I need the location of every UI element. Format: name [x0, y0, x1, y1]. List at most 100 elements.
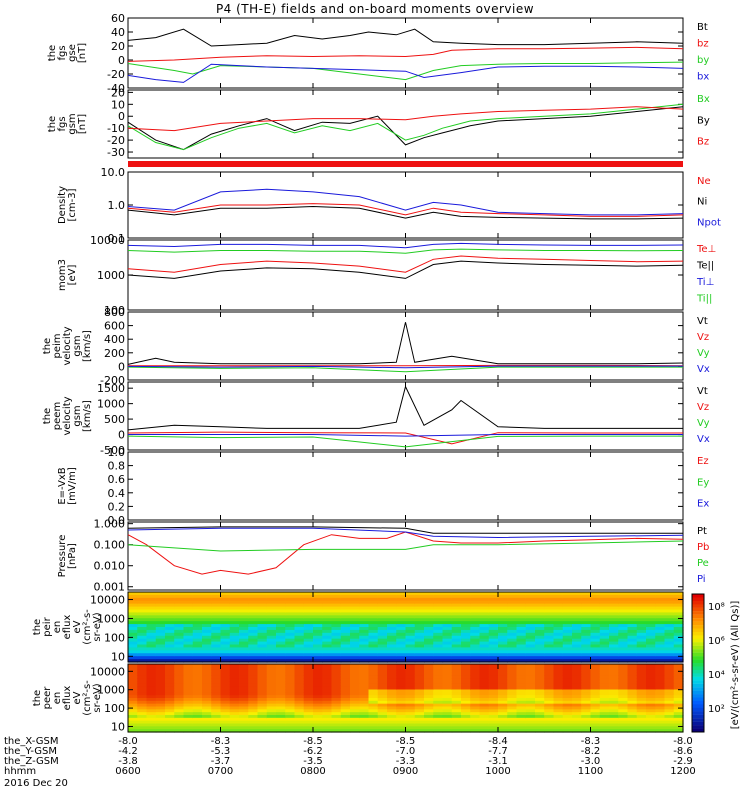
spectrogram-cell — [590, 683, 601, 688]
spectrogram-cell — [627, 656, 638, 660]
spectrogram-cell — [581, 609, 592, 614]
spectrogram-cell — [276, 669, 286, 674]
spectrogram-cell — [313, 621, 323, 625]
spectrogram-cell — [442, 621, 453, 625]
spectrogram-cell — [498, 638, 508, 643]
y-axis-label: en — [52, 621, 63, 634]
spectrogram-cell — [535, 698, 545, 702]
spectrogram-cell — [599, 650, 610, 654]
spectrogram-cell — [294, 609, 305, 614]
spectrogram-cell — [229, 647, 240, 651]
spectrogram-cell — [303, 606, 314, 611]
spectrogram-cell — [461, 597, 471, 602]
spectrogram-cell — [174, 627, 185, 631]
spectrogram-cell — [202, 644, 212, 649]
spectrogram-cell — [572, 692, 582, 696]
spectrogram-cell — [618, 689, 629, 693]
spectrogram-cell — [636, 706, 647, 710]
time-axis-value: -2.9 — [673, 756, 693, 767]
spectrogram-cell — [192, 717, 203, 722]
spectrogram-cell — [183, 641, 194, 646]
time-axis-value: 1000 — [485, 766, 510, 777]
spectrogram-cell — [137, 612, 148, 616]
time-axis-value: -8.3 — [581, 736, 601, 747]
spectrogram-cell — [433, 695, 444, 699]
spectrogram-cell — [451, 712, 462, 716]
spectrogram-cell — [609, 650, 619, 654]
spectrogram-cell — [350, 612, 360, 616]
spectrogram-cell — [350, 712, 360, 716]
spectrogram-cell — [590, 729, 601, 733]
spectrogram-cell — [294, 603, 305, 608]
spectrogram-cell — [488, 729, 499, 733]
spectrogram-cell — [276, 675, 286, 679]
spectrogram-cell — [276, 612, 286, 616]
spectrogram-cell — [303, 712, 314, 716]
spectrogram-cell — [322, 703, 333, 708]
spectrogram-cell — [590, 627, 601, 631]
spectrogram-cell — [581, 606, 592, 611]
spectrogram-cell — [294, 650, 305, 654]
spectrogram-cell — [220, 712, 231, 716]
spectrogram-cell — [322, 597, 333, 602]
spectrogram-cell — [183, 726, 194, 730]
spectrogram-cell — [673, 627, 684, 631]
spectrogram-cell — [525, 689, 536, 693]
spectrogram-cell — [359, 669, 370, 674]
spectrogram-cell — [451, 703, 462, 708]
spectrogram-cell — [618, 675, 629, 679]
spectrogram-cell — [377, 706, 388, 710]
spectrogram-cell — [599, 709, 610, 713]
spectrogram-cell — [340, 703, 351, 708]
spectrogram-cell — [433, 632, 444, 637]
spectrogram-cell — [553, 653, 564, 657]
spectrogram-cell — [488, 686, 499, 691]
legend-entry: By — [697, 115, 710, 126]
spectrogram-cell — [211, 644, 222, 649]
spectrogram-cell — [257, 709, 268, 713]
y-tick-label: -500 — [100, 444, 125, 457]
spectrogram-cell — [516, 706, 527, 710]
spectrogram-cell — [359, 675, 370, 679]
spectrogram-cell — [572, 603, 582, 608]
spectrogram-cell — [285, 624, 296, 628]
spectrogram-cell — [507, 594, 518, 599]
spectrogram-cell — [331, 683, 342, 688]
spectrogram-cell — [535, 715, 545, 719]
spectrogram-cell — [673, 698, 684, 702]
spectrogram-cell — [646, 723, 656, 727]
spectrogram-cell — [442, 683, 453, 688]
spectrogram-cell — [590, 686, 601, 691]
spectrogram-cell — [461, 653, 471, 657]
spectrogram-cell — [414, 656, 425, 660]
spectrogram-cell — [498, 609, 508, 614]
spectrogram-cell — [405, 597, 416, 602]
spectrogram-cell — [405, 709, 416, 713]
spectrogram-cell — [618, 709, 629, 713]
spectrogram-cell — [285, 666, 296, 671]
spectrogram-cell — [220, 612, 231, 616]
spectrogram-cell — [451, 600, 462, 605]
spectrogram-cell — [174, 618, 185, 622]
y-tick-label: -20 — [107, 134, 125, 147]
spectrogram-cell — [276, 717, 286, 722]
spectrogram-cell — [498, 635, 508, 640]
spectrogram-cell — [479, 612, 490, 616]
spectrogram-cell — [137, 669, 148, 674]
spectrogram-cell — [498, 686, 508, 691]
spectrogram-cell — [396, 621, 407, 625]
spectrogram-cell — [313, 712, 323, 716]
spectrogram-cell — [377, 618, 388, 622]
spectrogram-cell — [285, 681, 296, 685]
spectrogram-cell — [488, 664, 499, 668]
spectrogram-cell — [377, 723, 388, 727]
spectrogram-cell — [461, 618, 471, 622]
spectrogram-cell — [285, 635, 296, 640]
spectrogram-cell — [572, 621, 582, 625]
spectrogram-cell — [257, 629, 268, 634]
spectrogram-cell — [535, 644, 545, 649]
spectrogram-cell — [498, 597, 508, 602]
spectrogram-cell — [479, 700, 490, 705]
spectrogram-cell — [424, 650, 434, 654]
spectrogram-cell — [581, 715, 592, 719]
